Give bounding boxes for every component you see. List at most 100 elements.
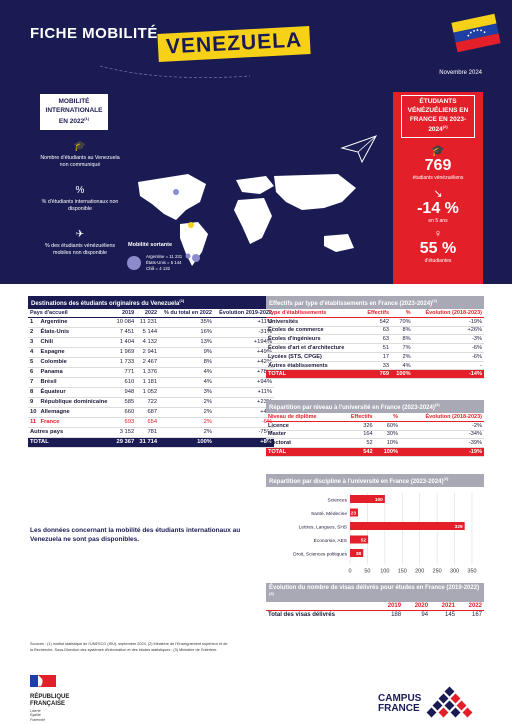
x-tick-label: 350	[467, 569, 476, 575]
label-cell: Universités	[266, 317, 361, 327]
x-tick-label: 300	[450, 569, 459, 575]
share-cell: 2%	[159, 427, 214, 438]
visas-table: 2019 2020 2021 2022 Total des visas déli…	[266, 602, 484, 618]
total-row: TOTAL 29 367 31 714 100% +8%	[28, 437, 274, 448]
cf-name: CAMPUS FRANCE	[378, 693, 422, 714]
count-cell: 33	[360, 361, 392, 371]
paper-plane-icon	[340, 135, 378, 164]
share-cell: 4%	[159, 367, 214, 378]
discipline-chart-title: Répartition par discipline à l'universit…	[266, 474, 484, 487]
value-2019-cell: 1 733	[113, 357, 137, 368]
share-cell: 3%	[159, 387, 214, 398]
value-2022-cell: 5 144	[136, 327, 160, 338]
dashed-flight-path	[100, 65, 251, 79]
rank-cell: 6	[28, 367, 39, 378]
table-row: 3 Chili 1 404 4 132 13% +194%	[28, 337, 274, 348]
x-tick-label: 0	[348, 569, 351, 575]
count-cell: 63	[360, 326, 392, 336]
mobility-box-title: MOBILITÉ INTERNATIONALE EN 2022(1)	[40, 94, 108, 131]
label-cell: Lycées (STS, CPGE)	[266, 352, 361, 362]
share-cell: 35%	[159, 317, 214, 328]
share-cell: 2%	[159, 417, 214, 428]
share-cell: 13%	[159, 337, 214, 348]
count-cell: 17	[360, 352, 392, 362]
evolution-cell: -	[412, 361, 484, 371]
stat-student-count: 🎓 Nombre d'étudiants au Venezuela non co…	[40, 141, 120, 168]
table-row: 1 Argentine 10 084 11 231 35% +11%	[28, 317, 274, 328]
evolution-cell: +78%	[213, 367, 274, 378]
count-cell: 51	[360, 343, 392, 353]
share-cell: 16%	[159, 327, 214, 338]
stat-international-share: % % d'étudiants internationaux non dispo…	[41, 185, 119, 212]
category-label: Lettres, Langues, SHS	[299, 525, 347, 531]
count-cell: 164	[338, 430, 375, 440]
label-cell: Master	[266, 430, 339, 440]
plane-percent-icon: ✈	[75, 229, 85, 240]
percent-icon: %	[75, 185, 85, 196]
count-cell: 63	[360, 334, 392, 345]
category-label: Économie, AES	[314, 537, 347, 544]
table-row: Lycées (STS, CPGE) 17 2% -6%	[266, 352, 484, 362]
no-data-notice: Les données concernant la mobilité des é…	[30, 527, 241, 544]
stat-five-year-change: ↘ -14 % en 5 ans	[393, 187, 483, 224]
graduation-cap-icon: 🎓	[73, 141, 87, 152]
label-cell: TOTAL	[28, 437, 114, 448]
value-2019-cell: 948	[113, 387, 137, 398]
table-row: 4 Espagne 1 969 2 941 9% +49%	[28, 347, 274, 358]
institution-type-section: Effectifs par type d'établissements en F…	[266, 296, 484, 380]
x-tick-label: 200	[415, 569, 424, 575]
evolution-cell: -31%	[213, 327, 274, 338]
label-cell: Écoles d'ingénieurs	[266, 334, 361, 345]
table-row: 2 États-Unis 7 451 5 144 16% -31%	[28, 327, 274, 338]
bar	[350, 495, 385, 503]
rank-cell: 4	[28, 347, 39, 358]
total-row: TOTAL 769 100% -14%	[266, 369, 484, 380]
country-cell: Chili	[38, 337, 114, 348]
argentina-marker	[192, 254, 200, 262]
share-cell: 8%	[391, 326, 413, 336]
venezuela-marker	[188, 222, 194, 228]
evolution-cell: -75%	[213, 427, 274, 438]
chile-marker	[185, 253, 191, 259]
table-row: Universités 542 70% -19%	[266, 317, 484, 327]
others-row: Autres pays 3 152 781 2% -75%	[28, 427, 274, 438]
value-2019-cell: 693	[113, 417, 137, 428]
table-row: 11 France 693 654 2% -6%	[28, 417, 274, 428]
evolution-cell: +94%	[213, 377, 274, 388]
share-cell: 9%	[159, 347, 214, 358]
bar-value-label: 329	[455, 524, 463, 530]
value-2022-cell: 781	[136, 427, 160, 438]
header-band: FICHE MOBILITÉ VENEZUELA Novembre 2024	[0, 0, 512, 92]
share-cell: 2%	[391, 352, 413, 362]
count-cell: 769	[360, 369, 392, 380]
stat-female-share: ♀ 55 % d'étudiantes	[393, 228, 483, 264]
country-cell: France	[38, 417, 114, 428]
country-cell: Argentine	[38, 317, 114, 328]
evolution-cell: +49%	[213, 347, 274, 358]
table-row: 8 Équateur 948 1 052 3% +11%	[28, 387, 274, 398]
share-cell: 10%	[374, 438, 400, 449]
label-cell: Écoles d'art et d'architecture	[266, 343, 361, 353]
page-title: FICHE MOBILITÉ	[30, 25, 158, 42]
rf-name: RÉPUBLIQUE FRANÇAISE	[30, 694, 70, 707]
degree-level-title: Répartition par niveau à l'université en…	[266, 400, 484, 413]
evolution-cell: +194%	[213, 337, 274, 348]
category-label: Santé, Médecine	[311, 511, 347, 517]
evolution-cell: -6%	[213, 417, 274, 428]
institution-type-table: Type d'établissements Effectifs % Évolut…	[266, 309, 484, 380]
label-cell: TOTAL	[266, 369, 361, 380]
country-cell: États-Unis	[38, 327, 114, 338]
value-2019-cell: 1 969	[113, 347, 137, 358]
publication-date: Novembre 2024	[439, 70, 482, 76]
share-cell: 2%	[159, 407, 214, 418]
label-cell: Licence	[266, 421, 339, 431]
count-cell: 326	[338, 421, 375, 431]
value-2022-cell: 2 941	[136, 347, 160, 358]
visas-row: Total des visas délivrés 188 94 145 167	[268, 611, 482, 618]
bar-value-label: 38	[356, 551, 362, 557]
share-cell: 100%	[159, 437, 214, 448]
evolution-cell: +42%	[213, 357, 274, 368]
country-cell: République dominicaine	[38, 397, 114, 408]
country-cell: Espagne	[38, 347, 114, 358]
